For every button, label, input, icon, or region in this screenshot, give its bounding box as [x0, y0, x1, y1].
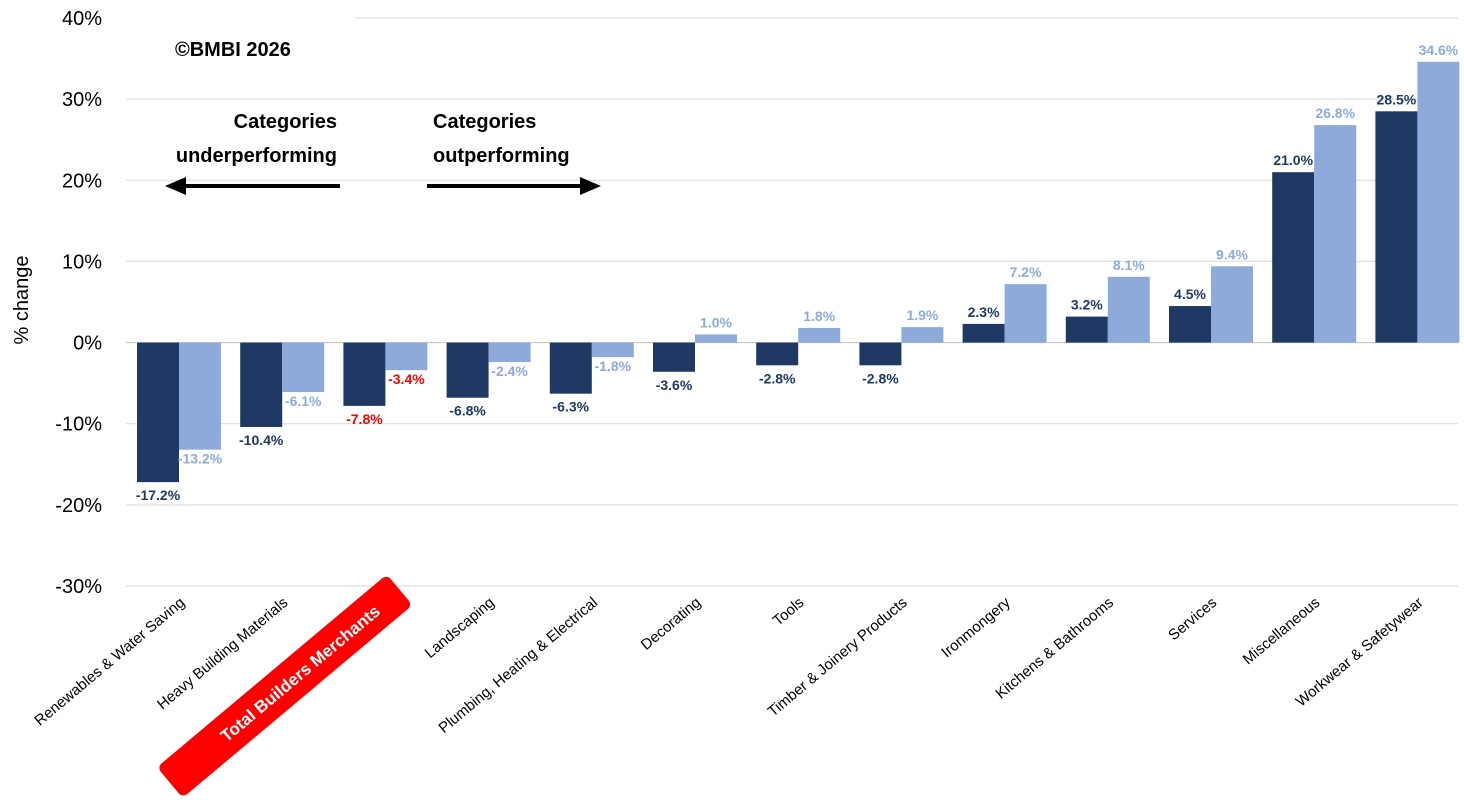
data-label: 26.8%	[1315, 105, 1355, 121]
x-tick-label: Tools	[770, 594, 808, 630]
bar	[591, 342, 634, 358]
data-label: 2.3%	[968, 304, 1000, 320]
x-tick-label: Ironmongery	[938, 594, 1014, 661]
copyright-backdrop	[120, 10, 355, 70]
bar	[756, 342, 799, 366]
bar	[282, 342, 325, 393]
data-label: -1.8%	[595, 358, 632, 374]
bar	[446, 342, 489, 398]
data-labels: -17.2% -13.2% -10.4% -6.1% -7.8% -3.4% -6.8% -2…	[136, 42, 1459, 503]
data-label: -17.2%	[136, 487, 181, 503]
bar	[1065, 316, 1108, 343]
data-label: 3.2%	[1071, 297, 1103, 313]
bar	[385, 342, 428, 371]
bar	[1004, 284, 1047, 343]
outperforming-label-line2: outperforming	[433, 145, 570, 167]
data-label: -3.6%	[656, 377, 693, 393]
bar	[488, 342, 531, 363]
data-label: -2.8%	[862, 370, 899, 386]
data-label: -6.8%	[449, 403, 486, 419]
y-tick-label: 0%	[73, 333, 102, 355]
bars	[137, 61, 1460, 483]
data-label: -3.4%	[388, 371, 425, 387]
x-tick-label: Decorating	[638, 594, 705, 654]
x-tick-label: Landscaping	[422, 594, 498, 662]
y-tick-label: 10%	[62, 251, 102, 273]
x-tick-label: Miscellaneous	[1240, 594, 1324, 668]
data-label: -13.2%	[178, 451, 223, 467]
data-label: -7.8%	[346, 411, 383, 427]
bar	[179, 342, 221, 450]
y-tick-label: 30%	[62, 89, 102, 111]
y-tick-label: 40%	[62, 8, 102, 30]
y-tick-label: -10%	[55, 414, 102, 436]
data-label: -6.3%	[553, 399, 590, 415]
data-label: 8.1%	[1113, 257, 1145, 273]
data-label: 28.5%	[1377, 91, 1417, 107]
y-axis-label: % change	[11, 256, 33, 345]
data-label: 4.5%	[1174, 286, 1206, 302]
bar	[343, 342, 386, 406]
data-label: 34.6%	[1419, 42, 1459, 58]
bar	[695, 334, 737, 343]
highlight-badge	[159, 576, 411, 796]
left-arrow	[165, 177, 340, 195]
data-label: -2.8%	[759, 370, 796, 386]
bar	[240, 342, 283, 427]
bar	[1211, 266, 1253, 343]
bar	[962, 323, 1005, 343]
y-tick-label: -30%	[55, 576, 102, 598]
data-label: 9.4%	[1216, 246, 1248, 262]
bar	[1375, 111, 1418, 343]
underperforming-label-line2: underperforming	[176, 145, 337, 167]
y-tick-label: 20%	[62, 170, 102, 192]
x-tick-label: Services	[1165, 594, 1220, 644]
bar	[549, 342, 592, 394]
y-axis: -30% -20% -10% 0% 10% 20% 30% 40%	[55, 8, 102, 598]
gridlines	[126, 17, 1458, 587]
x-tick-label: Total Builders Merchants	[217, 602, 384, 746]
copyright-text: ©BMBI 2026	[175, 39, 291, 61]
underperforming-label-line1: Categories	[234, 111, 337, 133]
bar	[798, 327, 841, 343]
data-label: -10.4%	[239, 432, 284, 448]
outperforming-label-line1: Categories	[433, 111, 536, 133]
data-label: 1.0%	[700, 314, 732, 330]
data-label: 1.8%	[803, 308, 835, 324]
bar	[901, 327, 944, 343]
bar	[1169, 306, 1211, 343]
data-label: -2.4%	[491, 363, 528, 379]
bar	[859, 342, 902, 366]
bar	[1107, 276, 1150, 343]
bar	[653, 342, 695, 372]
bar	[1417, 61, 1460, 343]
y-tick-label: -20%	[55, 495, 102, 517]
data-label: 7.2%	[1010, 264, 1042, 280]
bar	[1272, 172, 1315, 343]
bar	[1314, 125, 1357, 343]
right-arrow	[427, 177, 601, 195]
data-label: 1.9%	[906, 307, 938, 323]
data-label: -6.1%	[285, 393, 322, 409]
x-tick-label: Kitchens & Bathrooms	[992, 594, 1117, 702]
data-label: 21.0%	[1273, 152, 1313, 168]
bar	[137, 342, 179, 483]
